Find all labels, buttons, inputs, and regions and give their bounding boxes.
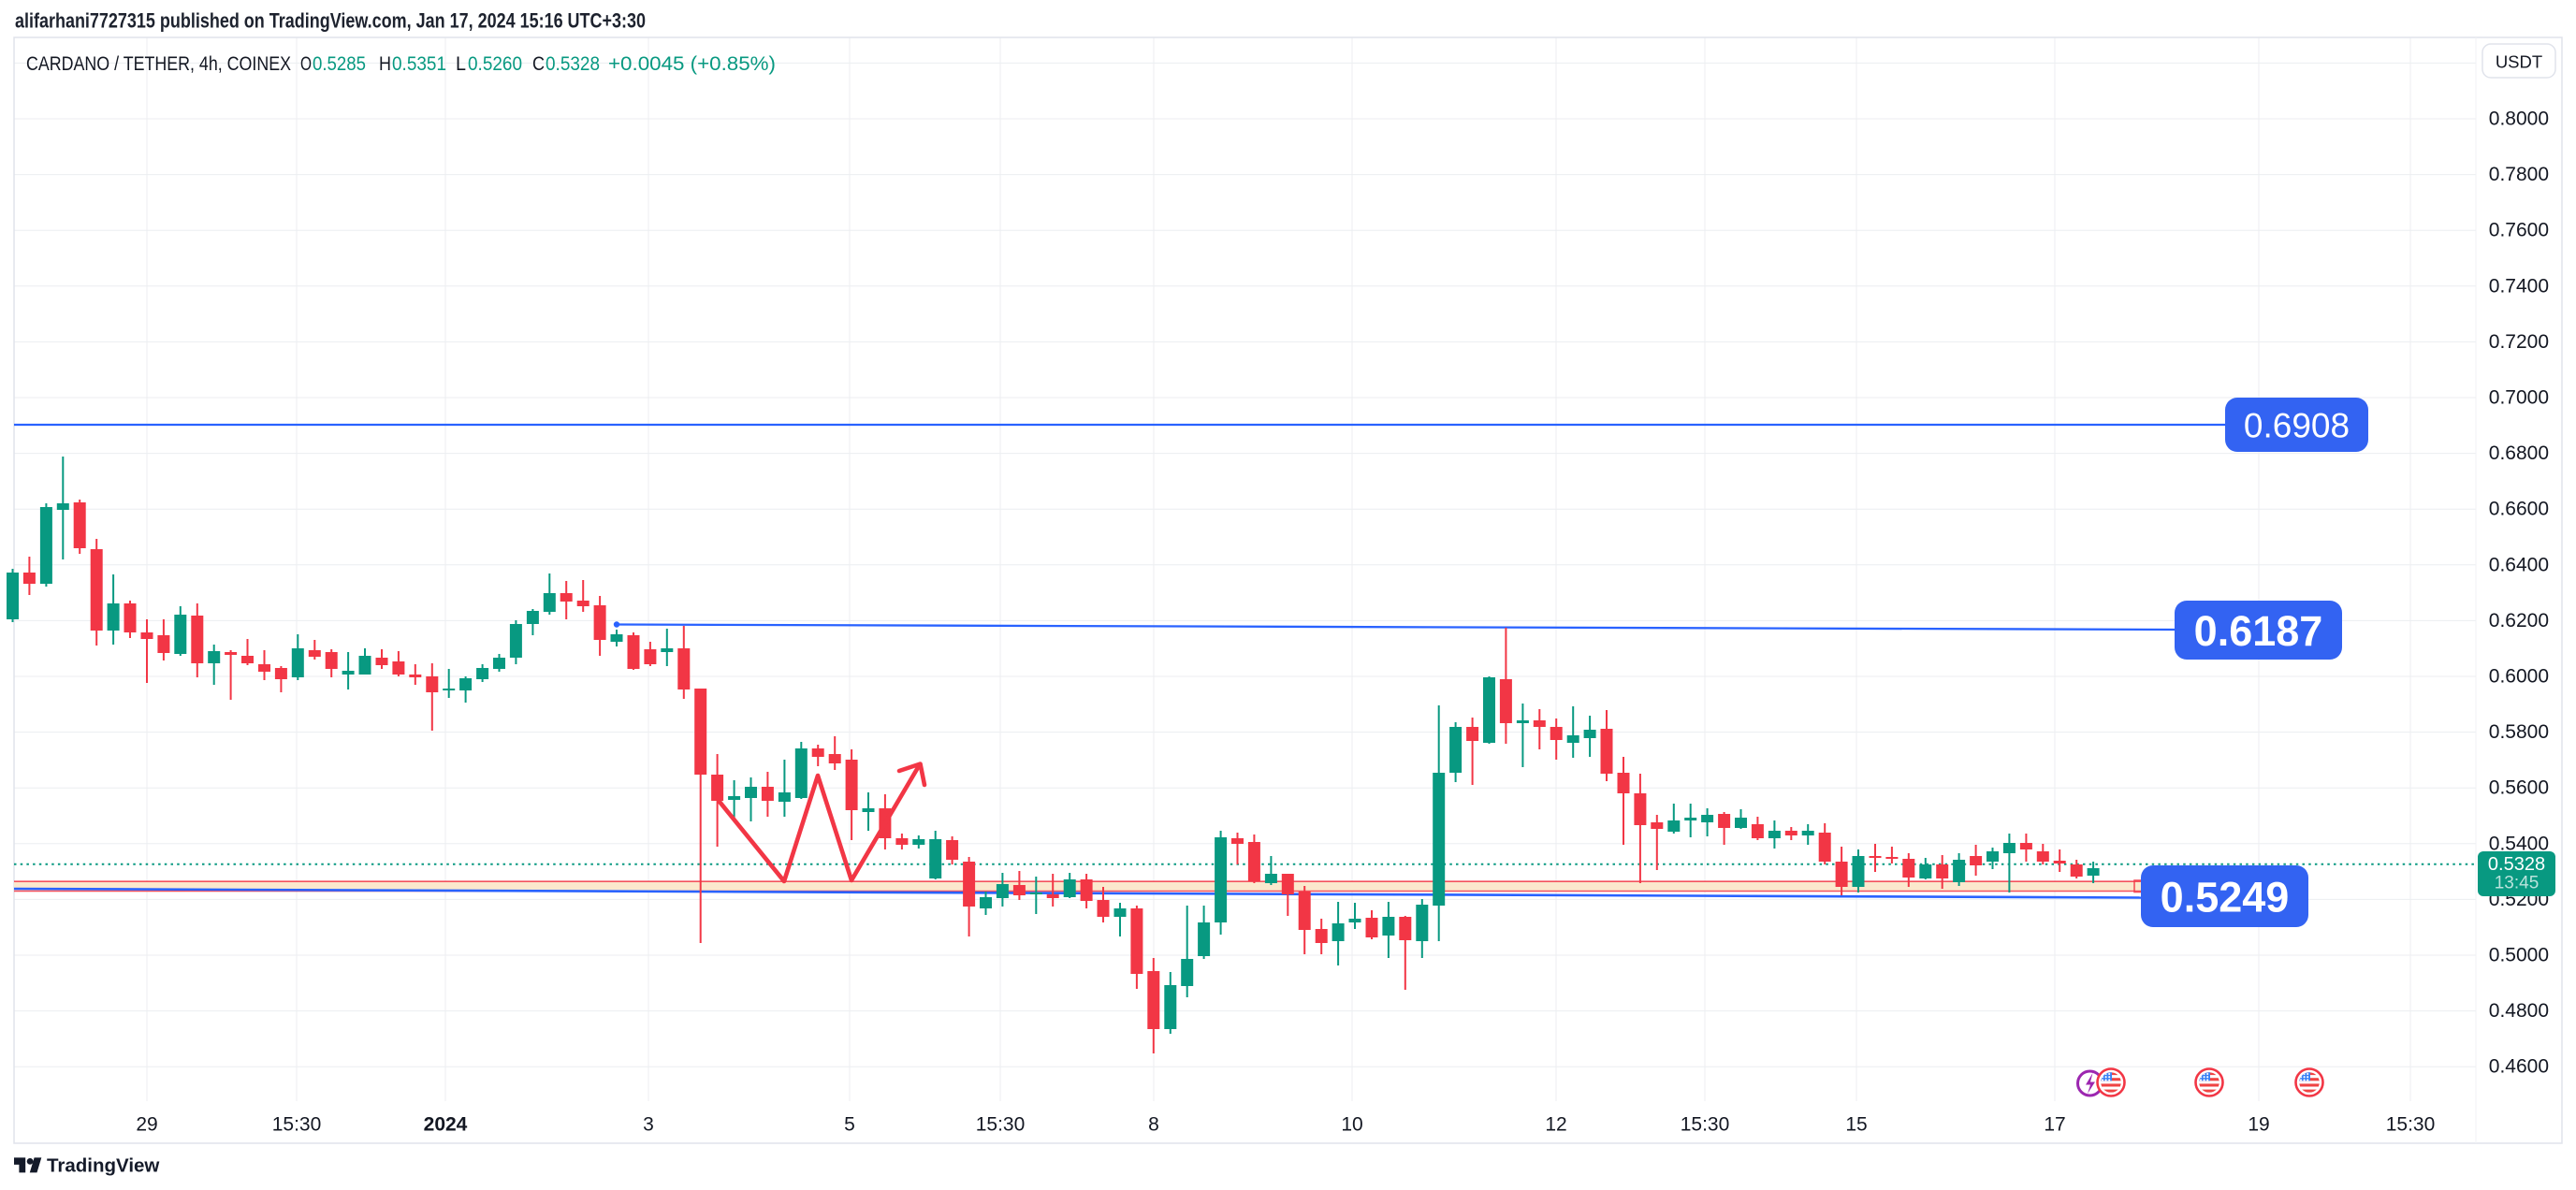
svg-text:0.7600: 0.7600	[2489, 220, 2549, 241]
svg-text:L: L	[456, 52, 466, 75]
svg-text:USDT: USDT	[2496, 52, 2542, 72]
svg-text:0.5260: 0.5260	[468, 52, 522, 75]
svg-text:0.4600: 0.4600	[2489, 1056, 2549, 1078]
svg-text:0.8000: 0.8000	[2489, 109, 2549, 130]
svg-text:3: 3	[643, 1114, 654, 1136]
svg-text:15:30: 15:30	[2386, 1114, 2436, 1136]
svg-text:15:30: 15:30	[976, 1114, 1026, 1136]
svg-text:8: 8	[1148, 1114, 1159, 1136]
svg-text:0.4800: 0.4800	[2489, 1000, 2549, 1022]
svg-text:+0.0045 (+0.85%): +0.0045 (+0.85%)	[608, 52, 776, 75]
svg-text:0.7200: 0.7200	[2489, 331, 2549, 353]
svg-text:0.5328: 0.5328	[546, 52, 600, 75]
svg-text:0.6800: 0.6800	[2489, 443, 2549, 464]
svg-text:15:30: 15:30	[272, 1114, 322, 1136]
svg-text:15:30: 15:30	[1681, 1114, 1730, 1136]
svg-text:17: 17	[2044, 1114, 2065, 1136]
svg-text:5: 5	[844, 1114, 855, 1136]
svg-text:0.7800: 0.7800	[2489, 164, 2549, 185]
svg-text:alifarhani7727315 published on: alifarhani7727315 published on TradingVi…	[15, 9, 646, 33]
svg-text:0.5351: 0.5351	[392, 52, 446, 75]
svg-text:0.6200: 0.6200	[2489, 610, 2549, 631]
svg-text:10: 10	[1341, 1114, 1362, 1136]
svg-text:O: O	[300, 52, 312, 75]
svg-text:12: 12	[1545, 1114, 1566, 1136]
svg-text:0.7400: 0.7400	[2489, 275, 2549, 297]
svg-text:15: 15	[1845, 1114, 1867, 1136]
svg-text:0.6000: 0.6000	[2489, 666, 2549, 688]
svg-text:H: H	[379, 52, 391, 75]
svg-text:0.5000: 0.5000	[2489, 945, 2549, 966]
svg-text:0.6600: 0.6600	[2489, 499, 2549, 520]
svg-text:CARDANO / TETHER, 4h, COINEX: CARDANO / TETHER, 4h, COINEX	[26, 52, 291, 75]
svg-text:19: 19	[2248, 1114, 2269, 1136]
svg-text:C: C	[532, 52, 545, 75]
svg-text:TradingView: TradingView	[47, 1155, 159, 1177]
svg-text:0.7000: 0.7000	[2489, 387, 2549, 409]
svg-text:0.5328: 0.5328	[2488, 854, 2545, 875]
svg-text:13:45: 13:45	[2495, 874, 2540, 893]
svg-text:29: 29	[136, 1114, 157, 1136]
svg-text:0.5285: 0.5285	[313, 52, 366, 75]
svg-text:0.6908: 0.6908	[2244, 407, 2350, 445]
svg-text:0.6400: 0.6400	[2489, 554, 2549, 575]
svg-text:0.5800: 0.5800	[2489, 721, 2549, 743]
svg-text:0.5249: 0.5249	[2161, 874, 2290, 922]
svg-text:0.5600: 0.5600	[2489, 777, 2549, 799]
svg-text:2024: 2024	[424, 1114, 468, 1136]
svg-text:0.5400: 0.5400	[2489, 833, 2549, 854]
svg-text:0.6187: 0.6187	[2194, 607, 2323, 655]
